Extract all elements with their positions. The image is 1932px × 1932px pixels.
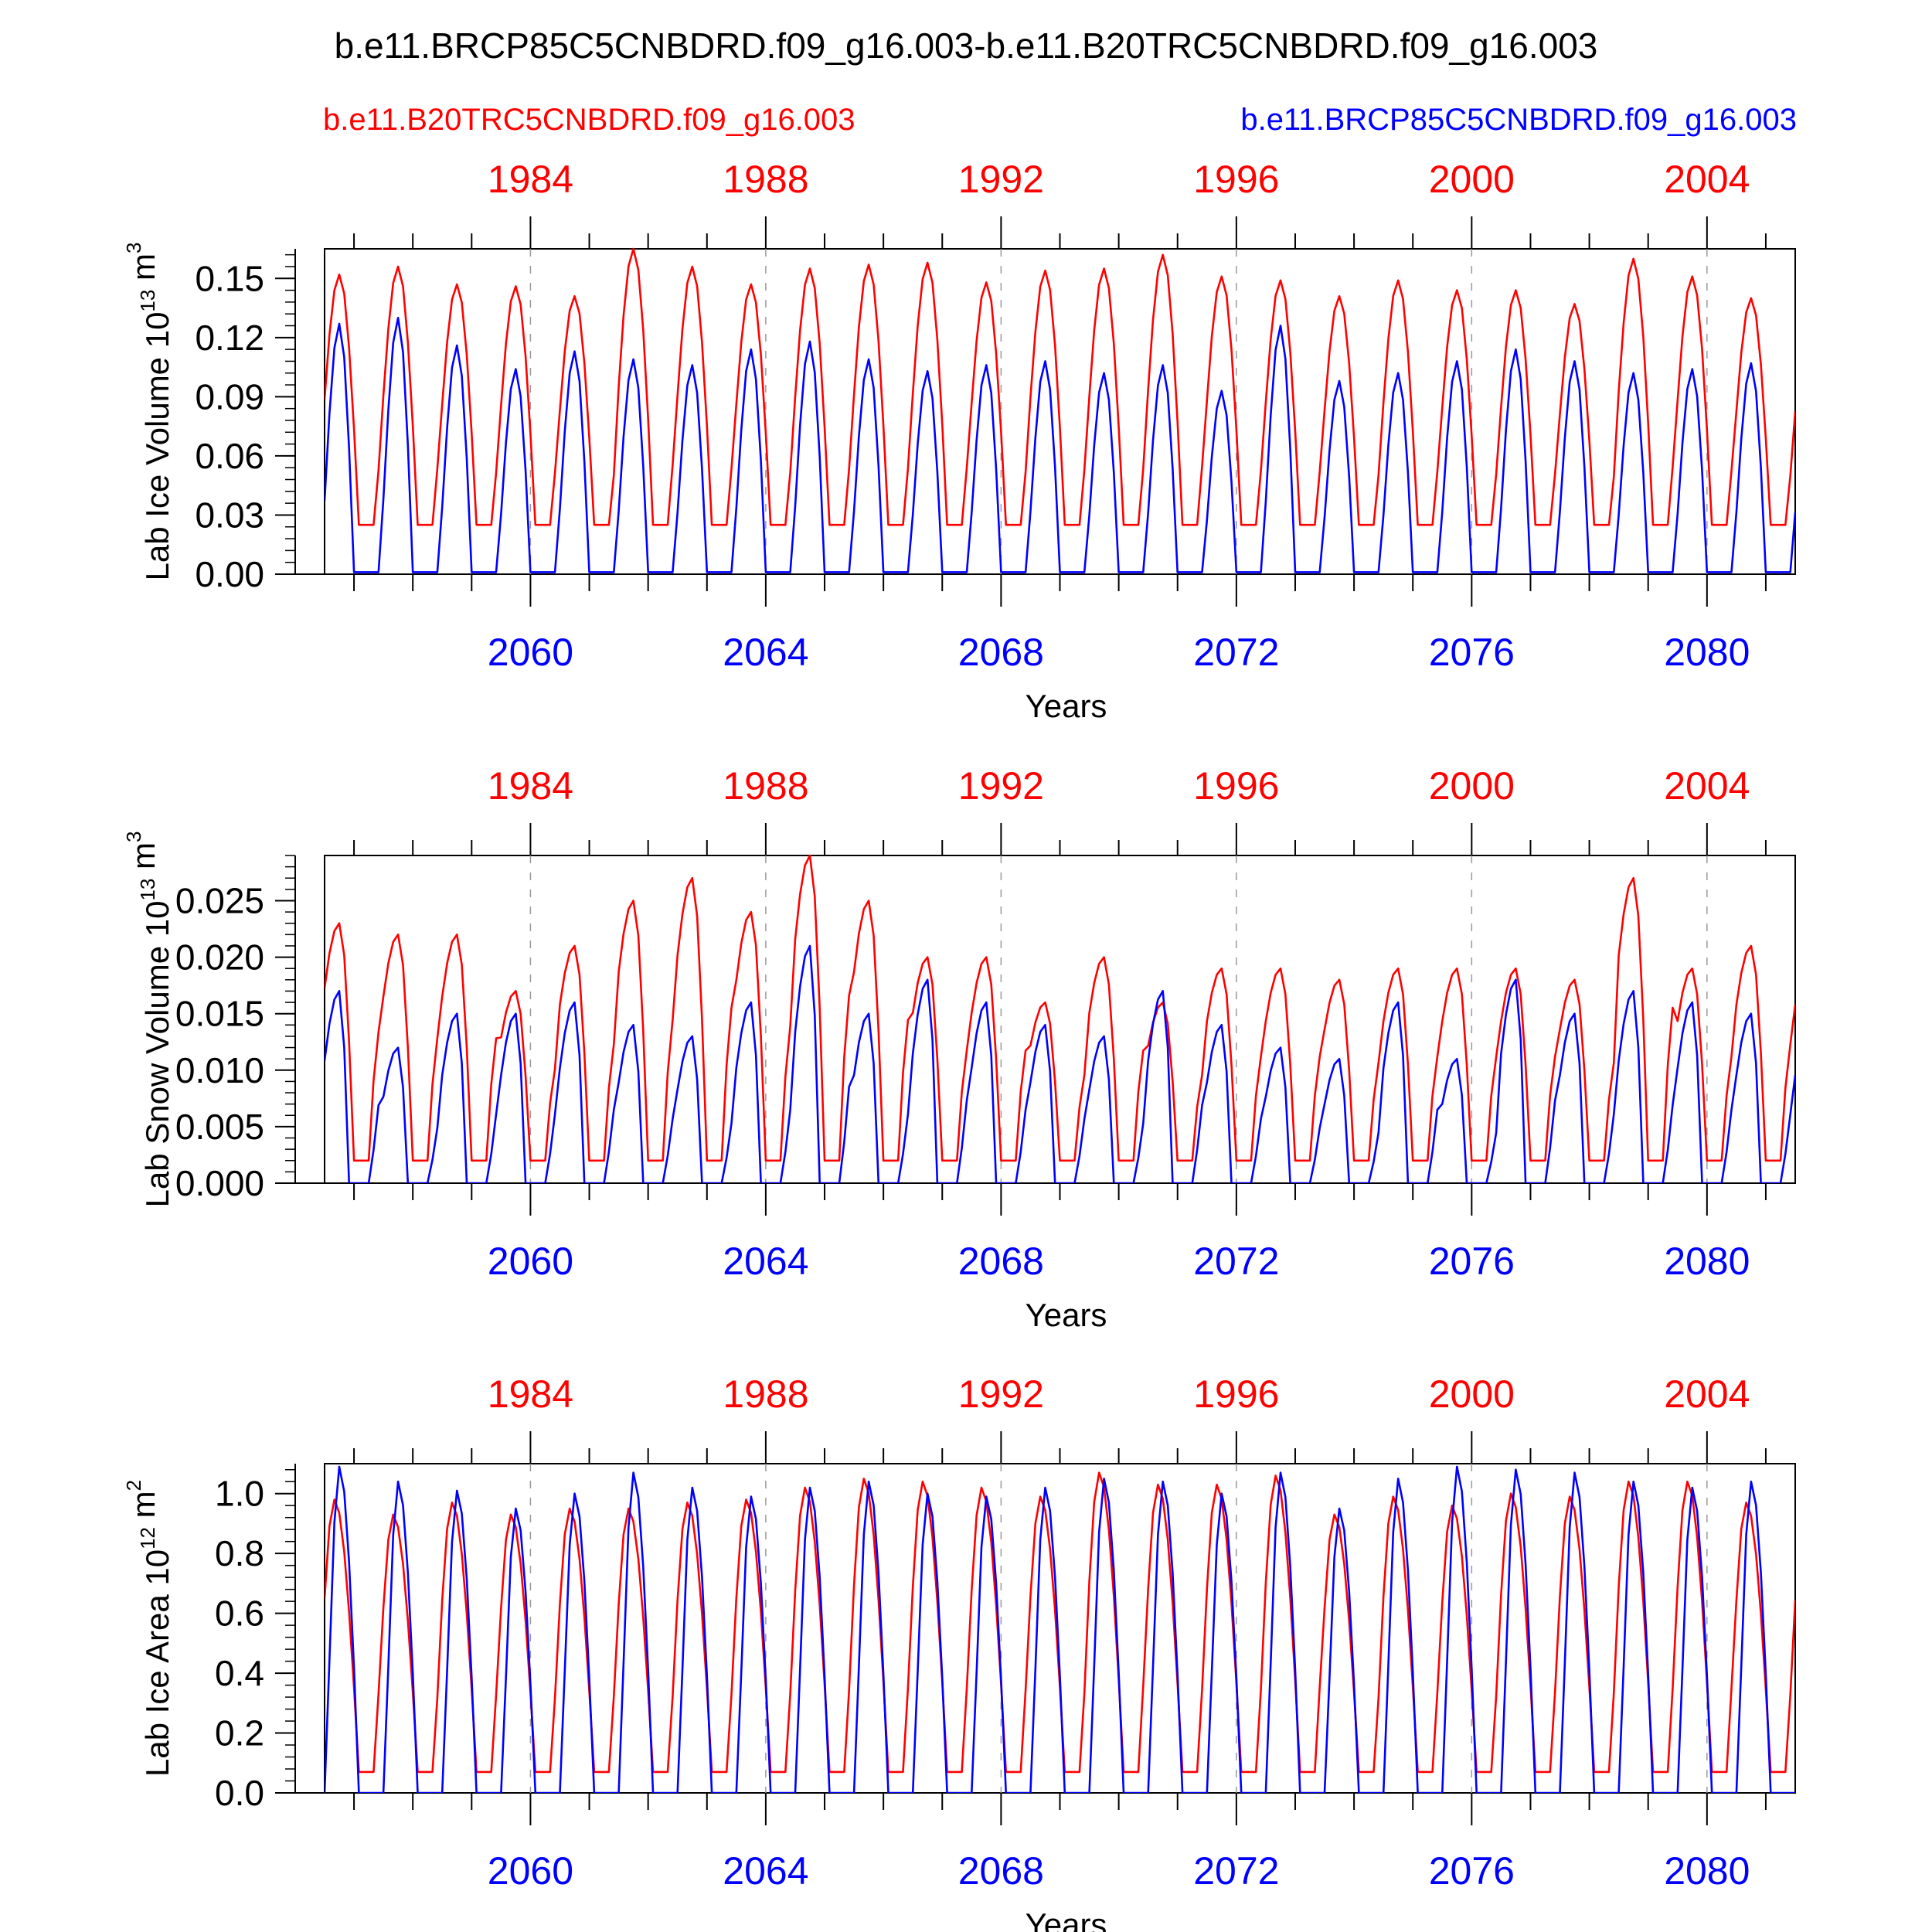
x-tick-label-top: 1988: [723, 158, 808, 201]
series-line-red: [325, 247, 1795, 526]
y-label-exponent: 2: [122, 1480, 145, 1491]
y-tick-label: 0.09: [195, 376, 264, 417]
x-tick-label-top: 2004: [1664, 158, 1750, 201]
x-tick-label-top: 1996: [1193, 1372, 1279, 1416]
y-tick-label: 0.03: [195, 495, 264, 535]
x-tick-label-top: 2004: [1664, 1372, 1750, 1416]
x-tick-label-bottom: 2072: [1193, 631, 1279, 674]
x-tick-label-top: 1984: [488, 764, 573, 808]
y-tick-label: 0.6: [215, 1594, 264, 1634]
x-tick-label-bottom: 2064: [723, 1240, 808, 1283]
y-label-exponent: 13: [136, 290, 159, 312]
y-axis-label: Lab Ice Area 1012 m2: [122, 1480, 175, 1777]
x-tick-label-bottom: 2076: [1429, 1849, 1515, 1893]
x-axis-label: Years: [1026, 1297, 1107, 1333]
y-tick-label: 0.020: [175, 937, 264, 978]
y-label-text: Lab Snow Volume 10: [139, 901, 175, 1208]
x-tick-label-bottom: 2072: [1193, 1240, 1279, 1283]
y-tick-label: 0.8: [215, 1533, 264, 1573]
x-tick-label-bottom: 2076: [1429, 631, 1515, 674]
y-tick-label: 1.0: [215, 1474, 264, 1514]
x-tick-label-bottom: 2076: [1429, 1240, 1515, 1283]
x-tick-label-top: 1996: [1193, 764, 1279, 808]
x-tick-label-top: 1988: [723, 764, 808, 808]
x-tick-label-top: 1984: [488, 1372, 573, 1416]
y-label-exponent: 3: [122, 243, 145, 253]
y-tick-label: 0.4: [215, 1653, 264, 1693]
legend-blue-run: b.e11.BRCP85C5CNBDRD.f09_g16.003: [1240, 103, 1797, 137]
y-label-exponent: 3: [122, 832, 145, 842]
x-tick-label-top: 2004: [1664, 764, 1750, 808]
x-tick-label-top: 2000: [1429, 1372, 1515, 1416]
series-line-red: [325, 1471, 1795, 1774]
y-tick-label: 0.06: [195, 436, 264, 476]
x-tick-label-top: 1992: [958, 764, 1044, 808]
x-tick-label-top: 2000: [1429, 764, 1515, 808]
x-tick-label-top: 1992: [958, 1372, 1044, 1416]
y-label-exponent: 12: [136, 1527, 159, 1549]
x-tick-label-bottom: 2060: [488, 1240, 573, 1283]
y-label-text: m: [125, 842, 162, 879]
x-tick-label-bottom: 2080: [1664, 1240, 1750, 1283]
y-label-exponent: 13: [136, 879, 159, 901]
x-tick-label-bottom: 2060: [488, 1849, 573, 1893]
x-tick-label-bottom: 2072: [1193, 1849, 1279, 1893]
series-line-blue: [325, 944, 1795, 1183]
x-axis-label: Years: [1026, 688, 1107, 724]
x-tick-label-top: 1996: [1193, 158, 1279, 201]
x-tick-label-bottom: 2068: [958, 631, 1044, 674]
x-tick-label-bottom: 2064: [723, 631, 808, 674]
y-tick-label: 0.0: [215, 1773, 264, 1813]
y-label-text: Lab Ice Area 10: [139, 1549, 175, 1777]
y-tick-label: 0.15: [195, 258, 264, 298]
x-tick-label-bottom: 2068: [958, 1240, 1044, 1283]
series-line-blue: [325, 1465, 1795, 1793]
y-tick-label: 0.025: [175, 880, 264, 920]
x-tick-label-bottom: 2064: [723, 1849, 808, 1893]
y-tick-label: 0.00: [195, 554, 264, 594]
y-tick-label: 0.010: [175, 1050, 264, 1090]
figure-title: b.e11.BRCP85C5CNBDRD.f09_g16.003-b.e11.B…: [335, 26, 1598, 66]
x-tick-label-bottom: 2068: [958, 1849, 1044, 1893]
legend-red-run: b.e11.B20TRC5CNBDRD.f09_g16.003: [323, 103, 855, 137]
y-label-text: Lab Ice Volume 10: [139, 312, 175, 581]
x-tick-label-bottom: 2080: [1664, 631, 1750, 674]
y-label-text: m: [125, 253, 162, 290]
series-line-red: [325, 854, 1795, 1162]
y-tick-label: 0.015: [175, 994, 264, 1034]
x-tick-label-bottom: 2060: [488, 631, 573, 674]
panel-1: 2060 2064 2068 2072 2076 2080 1984 1988 1992 1996…: [122, 158, 1796, 724]
y-tick-label: 0.12: [195, 318, 264, 358]
y-label-text: m: [125, 1491, 162, 1527]
y-axis-label: Lab Snow Volume 1013 m3: [122, 832, 175, 1208]
y-tick-label: 0.2: [215, 1713, 264, 1753]
y-axis-label: Lab Ice Volume 1013 m3: [122, 243, 175, 581]
panel-2: 2060 2064 2068 2072 2076 2080 1984 1988 1992 1996…: [122, 764, 1796, 1333]
x-tick-label-top: 1992: [958, 158, 1044, 201]
x-axis-label: Years: [1026, 1906, 1107, 1932]
panel-3: 2060 2064 2068 2072 2076 2080 1984 1988 1992 1996…: [122, 1372, 1796, 1932]
series-line-blue: [325, 317, 1795, 573]
x-tick-label-bottom: 2080: [1664, 1849, 1750, 1893]
y-tick-label: 0.000: [175, 1163, 264, 1203]
x-tick-label-top: 2000: [1429, 158, 1515, 201]
x-tick-label-top: 1988: [723, 1372, 808, 1416]
x-tick-label-top: 1984: [488, 158, 573, 201]
y-tick-label: 0.005: [175, 1107, 264, 1147]
